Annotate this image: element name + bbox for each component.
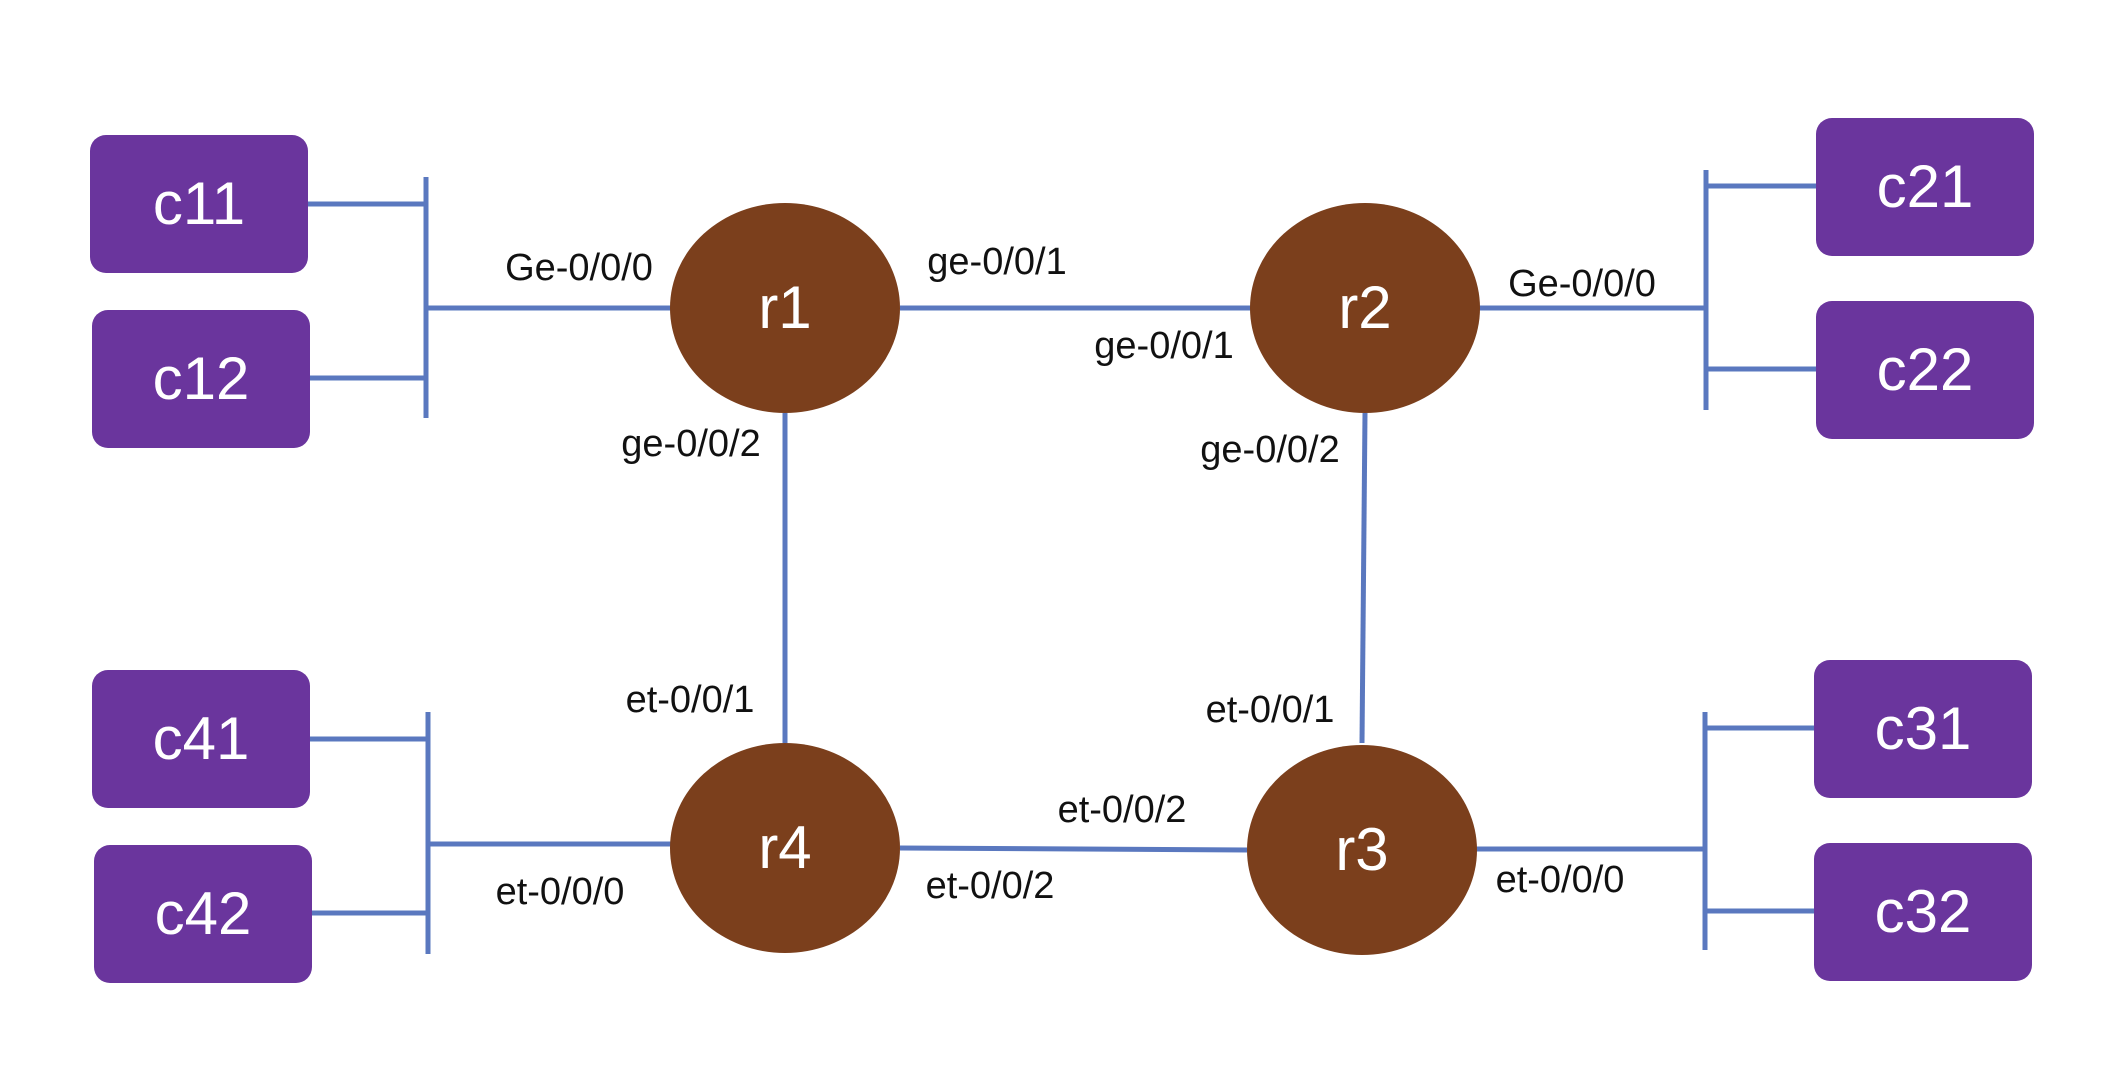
router-r4-label: r4 (758, 814, 811, 881)
port-label-r4-to-r1: et-0/0/1 (626, 679, 755, 721)
client-c31-label: c31 (1875, 695, 1972, 762)
client-c42-label: c42 (155, 880, 252, 947)
port-label-r3-lan: et-0/0/0 (1496, 859, 1625, 901)
link-r2-r3 (1359, 412, 1368, 744)
port-label-r4-lan: et-0/0/0 (496, 871, 625, 913)
port-label-r1-to-r4: ge-0/0/2 (621, 423, 760, 465)
port-label-r2-lan: Ge-0/0/0 (1508, 263, 1656, 305)
client-c21-label: c21 (1877, 153, 1974, 220)
client-c22: c22 (1816, 301, 2034, 439)
port-label-r3-to-r2: et-0/0/1 (1206, 689, 1335, 731)
port-label-r2-to-r3: ge-0/0/2 (1200, 429, 1339, 471)
router-r4: r4 (670, 743, 900, 953)
router-r1-label: r1 (758, 274, 811, 341)
client-c31: c31 (1814, 660, 2032, 798)
client-c32: c32 (1814, 843, 2032, 981)
client-c41: c41 (92, 670, 310, 808)
router-r2-label: r2 (1338, 274, 1391, 341)
port-label-r1-lan: Ge-0/0/0 (505, 247, 653, 289)
client-c32-label: c32 (1875, 878, 1972, 945)
router-r3-label: r3 (1335, 816, 1388, 883)
client-c42: c42 (94, 845, 312, 983)
client-c41-label: c41 (153, 705, 250, 772)
client-c12-label: c12 (153, 345, 250, 412)
client-c22-label: c22 (1877, 336, 1974, 403)
router-r3: r3 (1247, 745, 1477, 955)
port-label-r4-to-r3: et-0/0/2 (926, 865, 1055, 907)
port-label-r2-to-r1: ge-0/0/1 (1094, 325, 1233, 367)
port-label-r1-to-r2: ge-0/0/1 (927, 241, 1066, 283)
client-c12: c12 (92, 310, 310, 448)
client-c21: c21 (1816, 118, 2034, 256)
port-label-r3-to-r4: et-0/0/2 (1058, 789, 1187, 831)
link-r4-r3 (899, 845, 1248, 853)
router-r2: r2 (1250, 203, 1480, 413)
router-r1: r1 (670, 203, 900, 413)
client-c11-label: c11 (153, 170, 245, 237)
client-c11: c11 (90, 135, 308, 273)
